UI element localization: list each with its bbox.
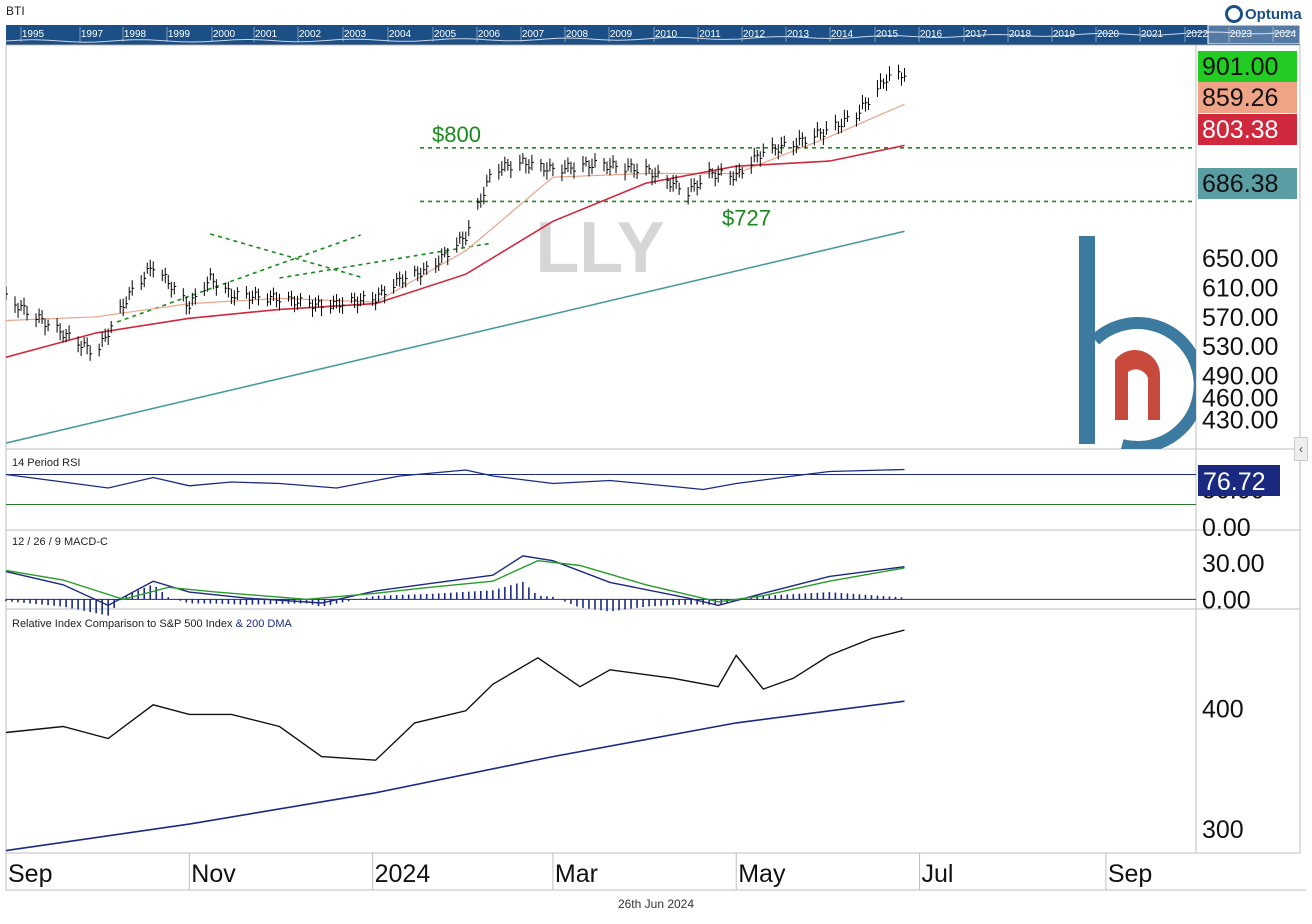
relative-panel-title-dma: & 200 DMA bbox=[236, 618, 293, 630]
price-axis-tick: 490.00 bbox=[1202, 363, 1278, 391]
time-axis-tick: 2024 bbox=[375, 860, 431, 888]
last-value-label: 803.38 bbox=[1202, 116, 1278, 144]
ma-short-line bbox=[6, 103, 905, 322]
timeline-year-label: 2004 bbox=[389, 29, 412, 40]
time-axis-tick: Sep bbox=[8, 860, 52, 888]
relative-dma-line bbox=[5, 700, 905, 852]
rsi-value-tag bbox=[1198, 465, 1280, 496]
timeline-year-label: 2013 bbox=[787, 29, 810, 40]
timeline-year-label: 2022 bbox=[1186, 29, 1209, 40]
timeline-year-label: 2021 bbox=[1141, 29, 1164, 40]
price-level-label: $800 bbox=[432, 122, 481, 147]
macd-signal-line bbox=[5, 559, 905, 603]
rsi-axis-tick: 0.00 bbox=[1202, 514, 1251, 542]
timeline-year-label: 2009 bbox=[610, 29, 633, 40]
timeline-year-label: 2006 bbox=[478, 29, 501, 40]
logo-bar bbox=[1079, 236, 1095, 444]
price-axis-tick: 430.00 bbox=[1202, 407, 1278, 435]
last-value-label: 859.26 bbox=[1202, 84, 1278, 112]
timeline-year-label: 2014 bbox=[831, 29, 854, 40]
timeline-year-label: 2005 bbox=[434, 29, 457, 40]
logo-glyph bbox=[1115, 350, 1160, 420]
timeline-year-label: 2023 bbox=[1230, 29, 1253, 40]
relative-axis-tick: 300 bbox=[1202, 816, 1244, 844]
macd-line bbox=[5, 555, 905, 607]
timeline-navigator[interactable]: 1995 1997 1998 1999 2000 2001 2002 2003 2004 2005… bbox=[5, 24, 1301, 45]
last-value-tag bbox=[1198, 82, 1297, 113]
timeline-year-label: 2024 bbox=[1274, 29, 1297, 40]
brand-logo: Optuma bbox=[1225, 3, 1302, 25]
timeline-year-label: 2012 bbox=[743, 29, 766, 40]
price-axis-tick: 570.00 bbox=[1202, 304, 1278, 332]
macd-axis-tick: 0.00 bbox=[1202, 586, 1251, 614]
time-axis-tick: Mar bbox=[555, 860, 598, 888]
timeline-year-label: 2015 bbox=[876, 29, 899, 40]
triangle-trendline bbox=[210, 233, 361, 278]
timeline-svg: 1995 1997 1998 1999 2000 2001 2002 2003 2004 2005… bbox=[5, 24, 1301, 45]
footer-date: 26th Jun 2024 bbox=[617, 897, 695, 911]
price-axis-tick: 530.00 bbox=[1202, 333, 1278, 361]
panel-frame bbox=[5, 608, 1301, 854]
ma-long-line bbox=[6, 230, 905, 444]
macd-panel-title: 12 / 26 / 9 MACD-C bbox=[12, 536, 108, 548]
time-axis-tick: Nov bbox=[191, 860, 236, 888]
timeline-year-label: 2016 bbox=[920, 29, 943, 40]
price-axis-tick: 460.00 bbox=[1202, 385, 1278, 413]
price-axis-tick: 610.00 bbox=[1202, 274, 1278, 302]
time-axis-tick: May bbox=[738, 860, 786, 888]
timeline-year-label: 2011 bbox=[699, 29, 721, 40]
price-level-label: $727 bbox=[722, 205, 771, 230]
triangle-trendline bbox=[279, 242, 493, 279]
last-value-label: 901.00 bbox=[1202, 53, 1278, 81]
timeline-year-label: 1997 bbox=[81, 29, 104, 40]
panel-frame bbox=[5, 448, 1301, 531]
panel-frame bbox=[5, 529, 1301, 610]
rsi-panel-title: 14 Period RSI bbox=[12, 457, 80, 469]
time-axis-tick: Sep bbox=[1108, 860, 1152, 888]
timeline-year-label: 2020 bbox=[1097, 29, 1120, 40]
rsi-value-label: 76.72 bbox=[1203, 468, 1266, 496]
timeline-year-label: 1999 bbox=[168, 29, 191, 40]
last-value-tag bbox=[1198, 114, 1297, 145]
timeline-year-label: 2018 bbox=[1009, 29, 1032, 40]
symbol-label: BTI bbox=[6, 4, 25, 18]
optuma-logo-icon bbox=[1225, 5, 1243, 23]
timeline-year-label: 1998 bbox=[124, 29, 147, 40]
timeline-year-label: 2002 bbox=[299, 29, 322, 40]
ma-mid-line bbox=[6, 144, 905, 358]
timeline-overview-line bbox=[5, 31, 1296, 43]
relative-strength-line bbox=[5, 629, 905, 761]
price-axis-tick: 650.00 bbox=[1202, 245, 1278, 273]
timeline-year-label: 2019 bbox=[1053, 29, 1076, 40]
timeline-year-label: 1995 bbox=[22, 29, 45, 40]
chart-title-watermark: LLY bbox=[535, 208, 664, 288]
last-value-tag bbox=[1198, 51, 1297, 82]
rsi-line bbox=[5, 468, 905, 491]
panel-collapse-arrow-icon[interactable]: ‹ bbox=[1294, 437, 1308, 461]
brand-name: Optuma bbox=[1245, 5, 1302, 23]
timeline-year-label: 2000 bbox=[213, 29, 236, 40]
timeline-year-label: 2007 bbox=[522, 29, 545, 40]
time-axis-tick: Jul bbox=[922, 860, 954, 888]
logo-arc bbox=[1090, 317, 1196, 449]
timeline-year-label: 2003 bbox=[344, 29, 367, 40]
timeline-year-label: 2017 bbox=[965, 29, 988, 40]
price-plot: LLY bbox=[6, 64, 1196, 449]
last-value-tag bbox=[1198, 168, 1297, 199]
timeline-year-label: 2010 bbox=[655, 29, 678, 40]
relative-axis-tick: 400 bbox=[1202, 695, 1244, 723]
last-value-label: 686.38 bbox=[1202, 170, 1278, 198]
macd-axis-tick: 30.00 bbox=[1202, 550, 1265, 578]
relative-panel-title: Relative Index Comparison to S&P 500 Ind… bbox=[12, 618, 293, 630]
timeline-year-label: 2008 bbox=[566, 29, 589, 40]
timeline-year-label: 2001 bbox=[255, 29, 278, 40]
